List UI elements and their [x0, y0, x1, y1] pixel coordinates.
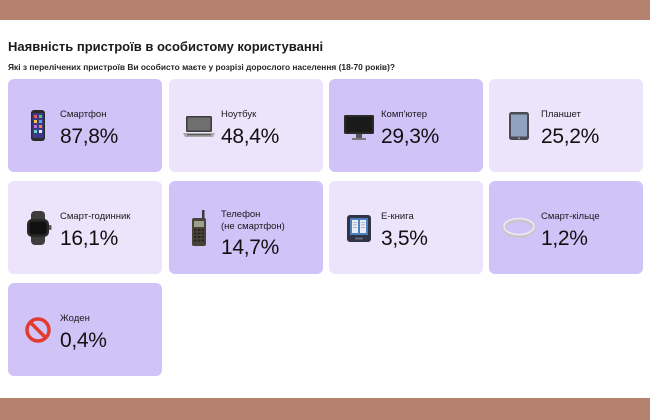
mobile-phone-icon	[181, 210, 217, 246]
smartwatch-icon	[20, 210, 56, 246]
card-label: Смарт-кільце	[541, 211, 600, 222]
card-label: Е-книга	[381, 211, 414, 222]
card-value: 3,5%	[381, 227, 428, 250]
card-none: Жоден 0,4%	[8, 283, 162, 376]
card-computer: Комп'ютер 29,3%	[329, 79, 483, 172]
smartphone-icon	[20, 108, 56, 144]
prohibited-icon	[20, 312, 56, 348]
card-value: 0,4%	[60, 329, 107, 352]
smart-ring-icon	[501, 210, 537, 246]
card-tablet: Планшет 25,2%	[489, 79, 643, 172]
content-panel: Наявність пристроїв в особистому користу…	[0, 20, 650, 398]
card-value: 16,1%	[60, 227, 119, 250]
card-label: Ноутбук	[221, 109, 257, 120]
card-value: 25,2%	[541, 125, 600, 148]
card-value: 29,3%	[381, 125, 440, 148]
laptop-icon	[181, 108, 217, 144]
card-label: Планшет	[541, 109, 581, 120]
ebook-icon	[341, 210, 377, 246]
card-smartwatch: Смарт-годинник 16,1%	[8, 181, 162, 274]
card-value: 48,4%	[221, 125, 280, 148]
card-label-line2: (не смартфон)	[221, 221, 285, 232]
page-title: Наявність пристроїв в особистому користу…	[8, 39, 324, 54]
card-basic-phone: Телефон (не смартфон) 14,7%	[169, 181, 323, 274]
card-value: 14,7%	[221, 236, 280, 259]
card-value: 87,8%	[60, 125, 119, 148]
card-label-line1: Телефон	[221, 209, 261, 220]
card-laptop: Ноутбук 48,4%	[169, 79, 323, 172]
card-label: Смартфон	[60, 109, 107, 120]
card-smart-ring: Смарт-кільце 1,2%	[489, 181, 643, 274]
card-ebook: Е-книга 3,5%	[329, 181, 483, 274]
page-subtitle: Які з перелічених пристроїв Ви особисто …	[8, 62, 395, 72]
card-value: 1,2%	[541, 227, 588, 250]
desktop-monitor-icon	[341, 108, 377, 144]
card-label: Смарт-годинник	[60, 211, 131, 222]
card-label: Комп'ютер	[381, 109, 428, 120]
card-smartphone: Смартфон 87,8%	[8, 79, 162, 172]
tablet-icon	[501, 108, 537, 144]
card-label: Жоден	[60, 313, 90, 324]
card-label: Телефон (не смартфон)	[221, 209, 285, 233]
